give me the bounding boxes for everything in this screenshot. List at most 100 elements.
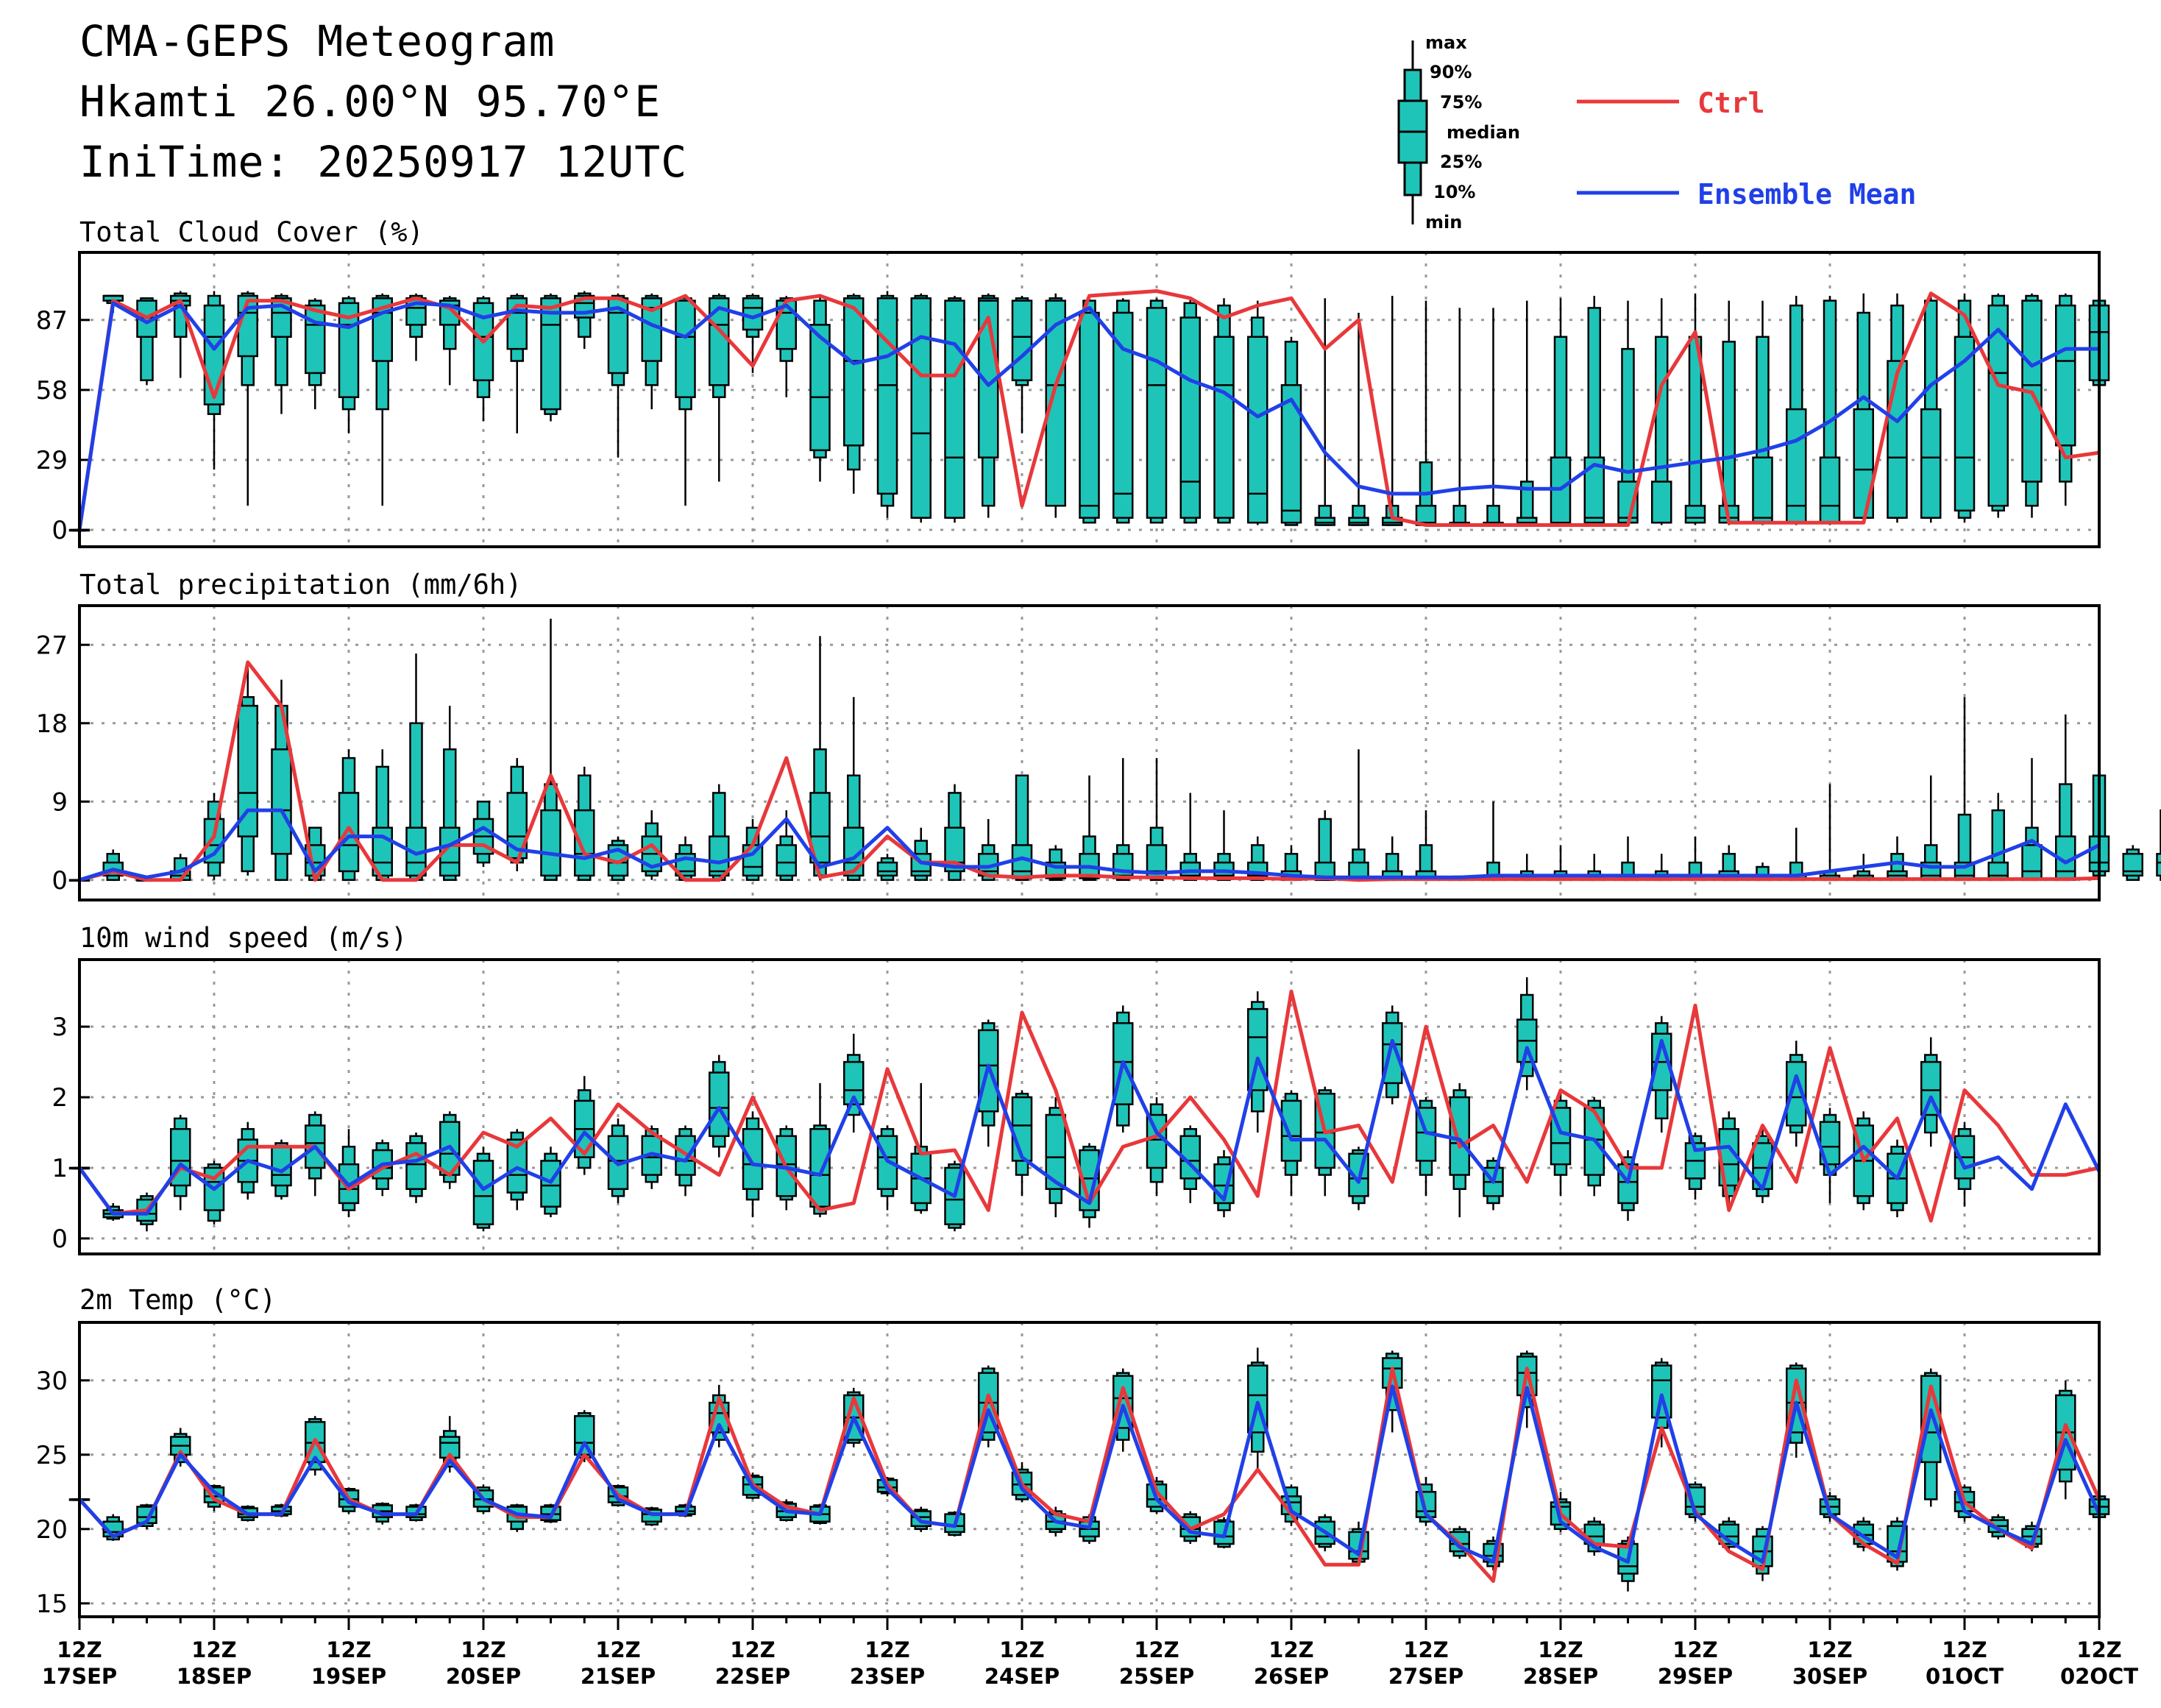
legend-min-label: min	[1425, 212, 1463, 233]
panel-frame	[78, 604, 2101, 901]
x-tick-label-date: 28SEP	[1523, 1664, 1598, 1689]
box-plot	[1179, 793, 1201, 882]
box-plot	[540, 293, 561, 422]
x-tick-label-date: 30SEP	[1792, 1664, 1867, 1689]
box-plot	[843, 293, 865, 494]
box-plot	[641, 293, 662, 410]
box-plot	[876, 1125, 898, 1211]
legend-p90-label: 90%	[1430, 62, 1472, 82]
box-plot	[1516, 300, 1538, 526]
box-plot	[1819, 296, 1841, 525]
box-plot	[1987, 293, 2009, 518]
box-plot	[1280, 1090, 1302, 1197]
box-plot	[372, 749, 393, 882]
box-plot	[876, 854, 898, 882]
box-plot	[1314, 298, 1335, 526]
box-plot	[2055, 714, 2076, 882]
box-plot	[1550, 298, 1572, 526]
x-tick-label-hour: 12Z	[595, 1637, 640, 1662]
panel-title-temp: 2m Temp (°C)	[79, 1284, 277, 1316]
box-plot	[843, 1033, 865, 1133]
y-tick-label: 30	[36, 1367, 68, 1396]
box-plot	[1213, 298, 1235, 524]
box-plot	[1348, 749, 1369, 882]
panel-1: 0 9 18 27	[36, 604, 2161, 901]
x-tick-label-hour: 12Z	[2076, 1637, 2121, 1662]
x-tick-label-date: 17SEP	[42, 1664, 117, 1689]
box-plot	[1853, 293, 1874, 523]
y-tick-label: 29	[36, 446, 68, 475]
box-plot	[1011, 774, 1033, 882]
x-tick-label-hour: 12Z	[1942, 1637, 1987, 1662]
box-plot	[1382, 1350, 1403, 1433]
x-tick-label-hour: 12Z	[1268, 1637, 1313, 1662]
y-tick-label: 1	[52, 1154, 68, 1183]
box-plot	[1786, 827, 1807, 882]
legend-p25-label: 25%	[1440, 152, 1483, 172]
box-plot	[136, 297, 157, 386]
box-plot	[1483, 308, 1504, 526]
box-plot	[809, 636, 831, 880]
box-plot	[1213, 1149, 1235, 1218]
x-tick-label-date: 26SEP	[1254, 1664, 1329, 1689]
y-tick-label: 27	[36, 631, 68, 660]
box-plot	[1617, 836, 1639, 882]
x-tick-label-date: 18SEP	[177, 1664, 252, 1689]
box-plot	[574, 1076, 595, 1175]
box-plot	[1179, 298, 1201, 524]
ctrl-line	[79, 660, 2100, 882]
box-plot	[237, 662, 258, 876]
box-plot	[1684, 1133, 1706, 1200]
box-plot	[1718, 1111, 1739, 1203]
box-plot	[1011, 1090, 1033, 1197]
box-plot	[405, 293, 427, 361]
x-tick-label-date: 20SEP	[446, 1664, 521, 1689]
panel-0: 0 29 58 87	[36, 251, 2110, 548]
box-plot	[809, 296, 831, 482]
x-tick-label-hour: 12Z	[1403, 1637, 1448, 1662]
box-plot	[1011, 296, 1033, 433]
box-plot	[1247, 300, 1268, 525]
box-plot	[876, 291, 898, 518]
box-plot	[978, 1019, 999, 1147]
legend-ctrl-label: Ctrl	[1697, 87, 1765, 119]
ensemble-mean-line	[77, 1038, 2101, 1216]
box-plot	[405, 653, 427, 882]
box-plot	[1550, 1094, 1572, 1197]
x-tick-label-hour: 12Z	[326, 1637, 371, 1662]
box-plot	[1449, 308, 1470, 526]
box-plot	[1684, 836, 1706, 882]
x-tick-label-date: 27SEP	[1388, 1664, 1463, 1689]
x-tick-label-hour: 12Z	[191, 1637, 236, 1662]
box-plot	[709, 784, 730, 882]
legend-max-label: max	[1425, 32, 1467, 53]
x-tick-label-date: 22SEP	[715, 1664, 790, 1689]
panel-frame	[78, 958, 2101, 1255]
box-plot	[1113, 298, 1134, 524]
x-tick-label-hour: 12Z	[1538, 1637, 1583, 1662]
panel-frame	[78, 251, 2101, 548]
y-tick-label: 2	[52, 1083, 68, 1113]
y-tick-label: 15	[36, 1590, 68, 1619]
box-plot	[574, 766, 595, 882]
x-tick-label-hour: 12Z	[999, 1637, 1044, 1662]
box-plot	[338, 749, 360, 882]
chart-title: CMA-GEPS Meteogram	[79, 16, 556, 66]
box-plot	[1079, 296, 1100, 524]
box-plot	[1113, 758, 1134, 882]
box-plot	[1314, 810, 1335, 882]
box-plot	[1786, 296, 1807, 525]
y-tick-label: 87	[36, 306, 68, 336]
panel-3: 15 20 25 30	[36, 1321, 2110, 1619]
panel-title-wind: 10m wind speed (m/s)	[79, 922, 408, 954]
legend-box-glyph	[1397, 40, 1428, 224]
box-plot	[1079, 775, 1100, 882]
box-plot	[1483, 801, 1504, 882]
x-tick-label-hour: 12Z	[57, 1637, 102, 1662]
x-tick-label-date: 19SEP	[311, 1664, 386, 1689]
y-tick-label: 58	[36, 376, 68, 405]
box-plot	[1280, 336, 1302, 526]
box-plot	[910, 1082, 932, 1214]
x-tick-label-date: 29SEP	[1658, 1664, 1733, 1689]
